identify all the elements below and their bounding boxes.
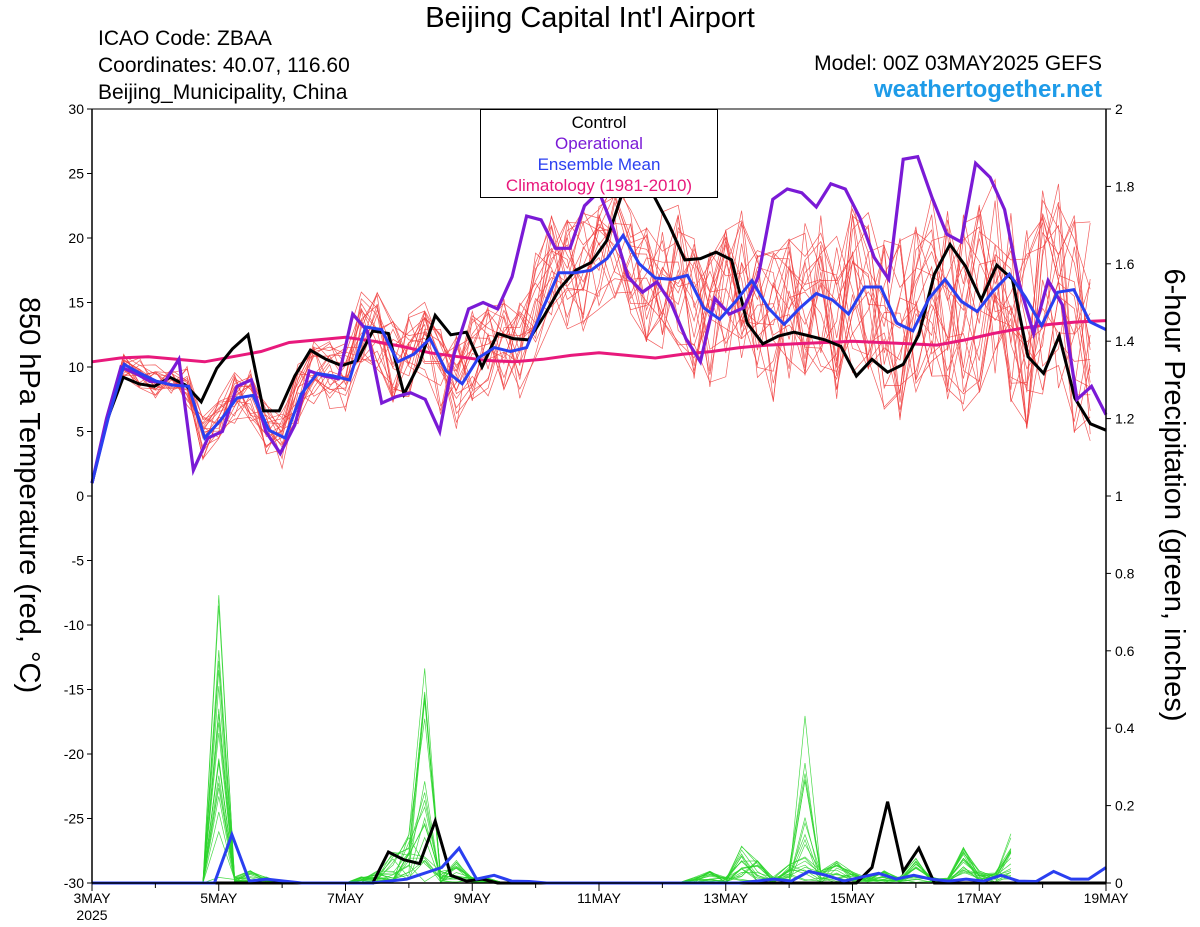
y-tick-label-right: 0.4 [1115, 720, 1135, 736]
x-tick-label: 15MAY [830, 890, 876, 906]
legend-operational: Operational [555, 134, 643, 153]
y-tick-label-right: 0 [1115, 875, 1123, 891]
y-tick-label-left: 25 [68, 166, 84, 182]
region: Beijing_Municipality, China [98, 81, 348, 104]
y-tick-label-right: 1.2 [1115, 411, 1135, 427]
x-tick-label: 11MAY [577, 890, 621, 906]
mean-temp-line [90, 232, 1107, 484]
ensemble-temp-member [91, 210, 1091, 484]
y-tick-label-left: 15 [68, 295, 84, 311]
chart-legend: Control Operational Ensemble Mean Climat… [480, 109, 718, 198]
y-tick-label-left: 0 [76, 488, 84, 504]
y-tick-label-right: 0.6 [1115, 643, 1135, 659]
y-tick-label-left: -25 [64, 811, 84, 827]
y-tick-label-left: -30 [64, 875, 84, 891]
y-tick-label-right: 2 [1115, 101, 1123, 117]
legend-climatology: Climatology (1981-2010) [505, 176, 693, 195]
y-tick-label-left: -10 [64, 617, 84, 633]
ensemble-temp-member [91, 193, 1091, 484]
x-tick-label: 19MAY [1084, 890, 1130, 906]
y-tick-label-left: 30 [68, 101, 84, 117]
y-tick-label-right: 0.8 [1115, 565, 1135, 581]
y-tick-label-right: 1.6 [1115, 256, 1135, 272]
legend-control: Control [571, 113, 627, 132]
site-link[interactable]: weathertogether.net [873, 76, 1102, 103]
model-run: Model: 00Z 03MAY2025 GEFS [814, 52, 1102, 75]
ensemble-precip-member [92, 691, 1012, 884]
y-tick-label-left: 10 [68, 359, 84, 375]
x-year-label: 2025 [76, 907, 107, 923]
legend-mean: Ensemble Mean [537, 155, 661, 174]
y-tick-label-right: 1.4 [1115, 333, 1135, 349]
y-tick-label-right: 1 [1115, 488, 1123, 504]
y-axis-label-left: 850 hPa Temperature (red, °C) [13, 296, 45, 694]
x-tick-label: 5MAY [200, 890, 238, 906]
x-tick-label: 17MAY [957, 890, 1003, 906]
ensemble-temp-member [91, 185, 1091, 484]
page-title: Beijing Capital Int'l Airport [425, 2, 755, 34]
y-tick-label-left: -5 [72, 553, 85, 569]
x-tick-label: 3MAY [73, 890, 111, 906]
y-tick-label-right: 1.8 [1115, 178, 1135, 194]
y-tick-label-right: 0.2 [1115, 798, 1135, 814]
y-tick-label-left: -20 [64, 746, 84, 762]
ensemble-temp-member [91, 218, 1091, 484]
climatology-line [91, 319, 1107, 364]
ensemble-temp-member [91, 209, 1091, 484]
x-tick-label: 13MAY [703, 890, 749, 906]
y-tick-label-left: -15 [64, 682, 84, 698]
x-tick-label: 7MAY [327, 890, 365, 906]
y-tick-label-left: 20 [68, 230, 84, 246]
y-axis-label-right: 6-hour Precipitation (green, inches) [1158, 268, 1190, 722]
control-temp-line [90, 188, 1107, 484]
coordinates: Coordinates: 40.07, 116.60 [98, 54, 350, 77]
ensemble-temp-member [91, 183, 1091, 484]
ensemble-temp-member [91, 178, 1091, 484]
x-tick-label: 9MAY [454, 890, 492, 906]
y-tick-label-left: 5 [76, 424, 84, 440]
icao-code: ICAO Code: ZBAA [98, 27, 272, 50]
